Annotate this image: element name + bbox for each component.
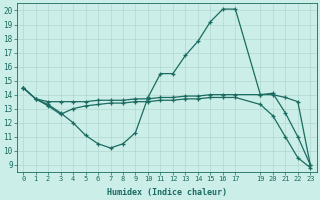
X-axis label: Humidex (Indice chaleur): Humidex (Indice chaleur)	[107, 188, 227, 197]
